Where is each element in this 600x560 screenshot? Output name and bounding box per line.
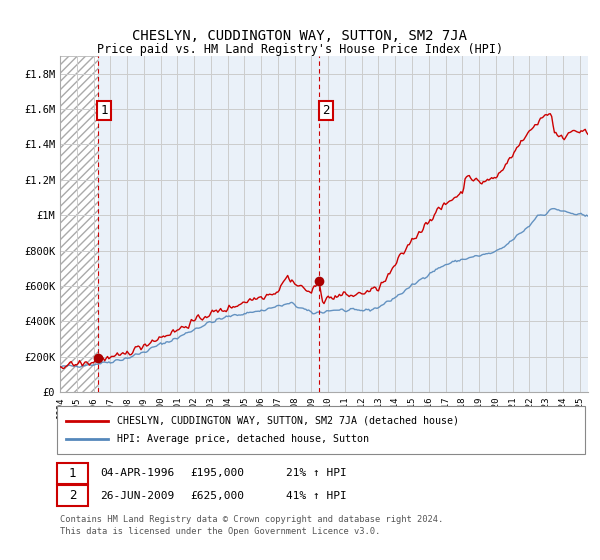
Text: 1: 1 — [69, 466, 76, 480]
Text: This data is licensed under the Open Government Licence v3.0.: This data is licensed under the Open Gov… — [60, 528, 380, 536]
Text: 04-APR-1996: 04-APR-1996 — [100, 468, 175, 478]
Text: 26-JUN-2009: 26-JUN-2009 — [100, 491, 175, 501]
Text: CHESLYN, CUDDINGTON WAY, SUTTON, SM2 7JA: CHESLYN, CUDDINGTON WAY, SUTTON, SM2 7JA — [133, 29, 467, 44]
Text: Price paid vs. HM Land Registry's House Price Index (HPI): Price paid vs. HM Land Registry's House … — [97, 43, 503, 56]
Text: 2: 2 — [322, 104, 329, 118]
Text: CHESLYN, CUDDINGTON WAY, SUTTON, SM2 7JA (detached house): CHESLYN, CUDDINGTON WAY, SUTTON, SM2 7JA… — [117, 416, 459, 426]
Bar — [60, 56, 98, 392]
Text: 21% ↑ HPI: 21% ↑ HPI — [286, 468, 347, 478]
Bar — [98, 56, 588, 392]
Text: 41% ↑ HPI: 41% ↑ HPI — [286, 491, 347, 501]
Text: £195,000: £195,000 — [190, 468, 244, 478]
Text: HPI: Average price, detached house, Sutton: HPI: Average price, detached house, Sutt… — [117, 434, 369, 444]
Text: £625,000: £625,000 — [190, 491, 244, 501]
Text: Contains HM Land Registry data © Crown copyright and database right 2024.: Contains HM Land Registry data © Crown c… — [60, 515, 443, 524]
Text: 1: 1 — [100, 104, 108, 118]
Text: 2: 2 — [69, 489, 76, 502]
